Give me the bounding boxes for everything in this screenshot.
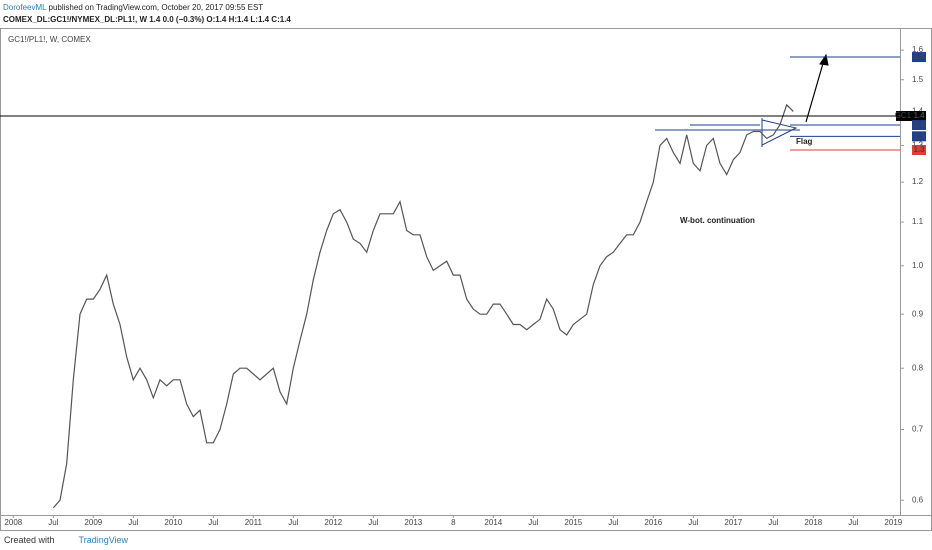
y-tick-label: 1.4 — [912, 107, 924, 116]
drawings — [655, 118, 800, 147]
y-tick-label: 1.2 — [912, 177, 924, 186]
arrow-line — [805, 59, 825, 123]
x-tick-label: Jul — [128, 518, 138, 527]
x-tick-label: Jul — [528, 518, 538, 527]
price-tag: 1.3 — [912, 131, 926, 142]
price-tag-label: 1.4 — [913, 111, 925, 120]
chart-title: GC1!/PL1!, W, COMEX — [8, 35, 91, 44]
y-tick-label: 0.7 — [912, 425, 924, 434]
y-tick-label: 1.0 — [912, 261, 924, 270]
price-tag-label: 1.6 — [913, 52, 925, 61]
created: Created with — [4, 535, 55, 545]
price-tag-box — [896, 111, 912, 122]
price-line — [52, 103, 794, 509]
chart: GC1!/PL1!, W, COMEX Flag W-bot. continua… — [0, 28, 932, 531]
x-tick-label: Jul — [768, 518, 778, 527]
x-tick-label: 2009 — [84, 518, 102, 527]
price-tag-box — [912, 145, 926, 156]
x-tick-label: 8 — [451, 518, 456, 527]
x-tick-label: 2018 — [804, 518, 822, 527]
price-tag: 1.4 — [912, 120, 926, 131]
price-tag-box — [912, 120, 926, 131]
annotation: Flag — [796, 137, 813, 146]
price-tag-label: 1.3 — [913, 131, 925, 140]
y-tick-label: 1.6 — [912, 45, 924, 54]
x-tick-label: Jul — [48, 518, 58, 527]
published: published on TradingView.com, October 20… — [48, 3, 264, 12]
arrow-head — [819, 53, 829, 66]
price-tag-box — [912, 111, 926, 122]
x-tick-label: 2008 — [4, 518, 22, 527]
y-tick-label: 0.6 — [912, 495, 924, 504]
y-tick-label: 1.5 — [912, 75, 924, 84]
price-tag-name: GC1! — [895, 111, 914, 120]
annotation: W-bot. continuation — [680, 216, 755, 225]
y-tick-label: 1.3 — [912, 141, 924, 150]
x-tick-label: Jul — [848, 518, 858, 527]
x-tick-label: 2016 — [644, 518, 662, 527]
brand[interactable]: TradingView — [78, 535, 129, 545]
price-tag-label: 1.4 — [913, 120, 925, 129]
author[interactable]: DorofeevML — [3, 3, 47, 12]
price-tag: 1.6 — [912, 52, 926, 63]
publish-line: DorofeevML published on TradingView.com,… — [3, 3, 263, 12]
y-tick-label: 1.1 — [912, 217, 924, 226]
x-tick-label: 2012 — [324, 518, 342, 527]
flag — [761, 119, 798, 146]
x-tick-label: 2014 — [484, 518, 502, 527]
x-tick-label: 2011 — [245, 518, 263, 527]
x-tick-label: Jul — [368, 518, 378, 527]
x-tick-label: 2013 — [404, 518, 422, 527]
x-tick-label: Jul — [608, 518, 618, 527]
symbol-line: COMEX_DL:GC1!/NYMEX_DL:PL1!, W 1.4 0.0 (… — [3, 15, 291, 24]
y-tick-label: 0.8 — [912, 363, 924, 372]
x-tick-label: 2010 — [164, 518, 182, 527]
chart-frame — [0, 28, 932, 531]
price-tag-box — [912, 52, 926, 63]
y-tick-label: 0.9 — [912, 309, 924, 318]
price-tag: 1.3 — [912, 145, 926, 156]
x-tick-label: 2015 — [564, 518, 582, 527]
x-tick-label: 2017 — [724, 518, 742, 527]
target-arrow — [805, 53, 829, 123]
price-tag: GC1! 1.4 — [895, 111, 926, 122]
x-tick-label: Jul — [208, 518, 218, 527]
price-tag-label: 1.3 — [913, 145, 925, 154]
price-tag-box — [912, 131, 926, 142]
x-tick-label: 2019 — [884, 518, 902, 527]
x-tick-label: Jul — [688, 518, 698, 527]
x-tick-label: Jul — [288, 518, 298, 527]
footer: Created with TradingView — [4, 535, 128, 545]
